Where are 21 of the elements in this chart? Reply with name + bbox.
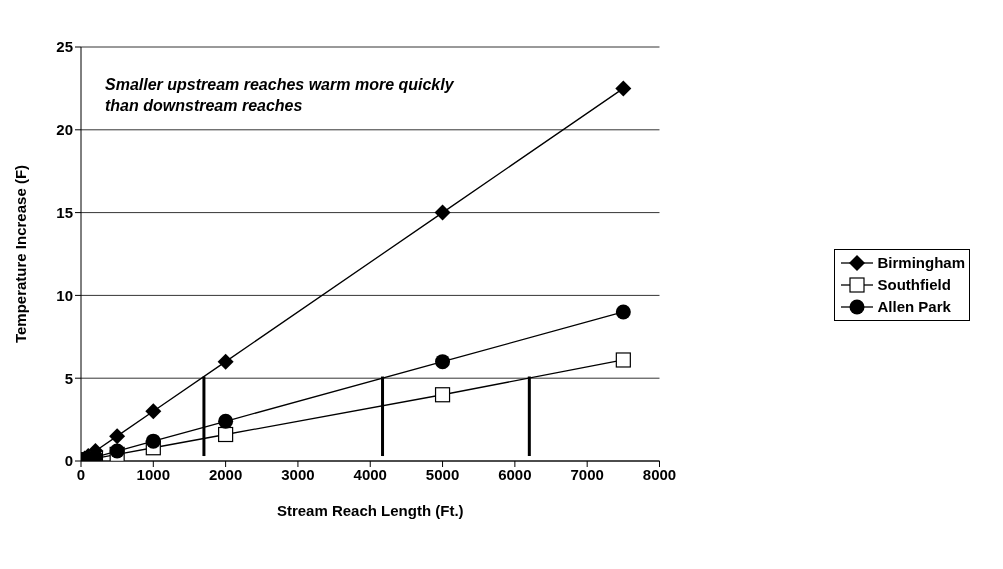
x-axis-title: Stream Reach Length (Ft.) bbox=[276, 502, 464, 519]
x-tick-label: 4000 bbox=[353, 465, 387, 483]
x-tick-label: 3000 bbox=[281, 465, 315, 483]
y-tick-label: 15 bbox=[56, 203, 73, 221]
x-tick-label: 5000 bbox=[425, 465, 460, 483]
x-tick-label: 8000 bbox=[642, 465, 677, 483]
x-tick-label: 7000 bbox=[570, 465, 604, 483]
y-tick-label: 25 bbox=[56, 38, 73, 56]
legend-label: Birmingham bbox=[877, 254, 965, 271]
y-tick-label: 20 bbox=[56, 121, 73, 139]
y-tick-label: 10 bbox=[56, 286, 73, 304]
x-tick-label: 2000 bbox=[208, 465, 243, 483]
legend-label: Southfield bbox=[877, 276, 951, 293]
y-axis-title: Temperature Increase (F) bbox=[12, 164, 30, 344]
y-tick-label: 0 bbox=[64, 452, 73, 470]
x-tick-label: 6000 bbox=[498, 465, 532, 483]
legend-label: Allen Park bbox=[877, 298, 951, 315]
y-tick-label: 5 bbox=[64, 369, 73, 387]
x-tick-label: 0 bbox=[76, 465, 86, 483]
annotation: Smaller upstream reaches warm more quickly than downstream reaches bbox=[105, 76, 455, 114]
x-tick-label: 1000 bbox=[136, 465, 170, 483]
